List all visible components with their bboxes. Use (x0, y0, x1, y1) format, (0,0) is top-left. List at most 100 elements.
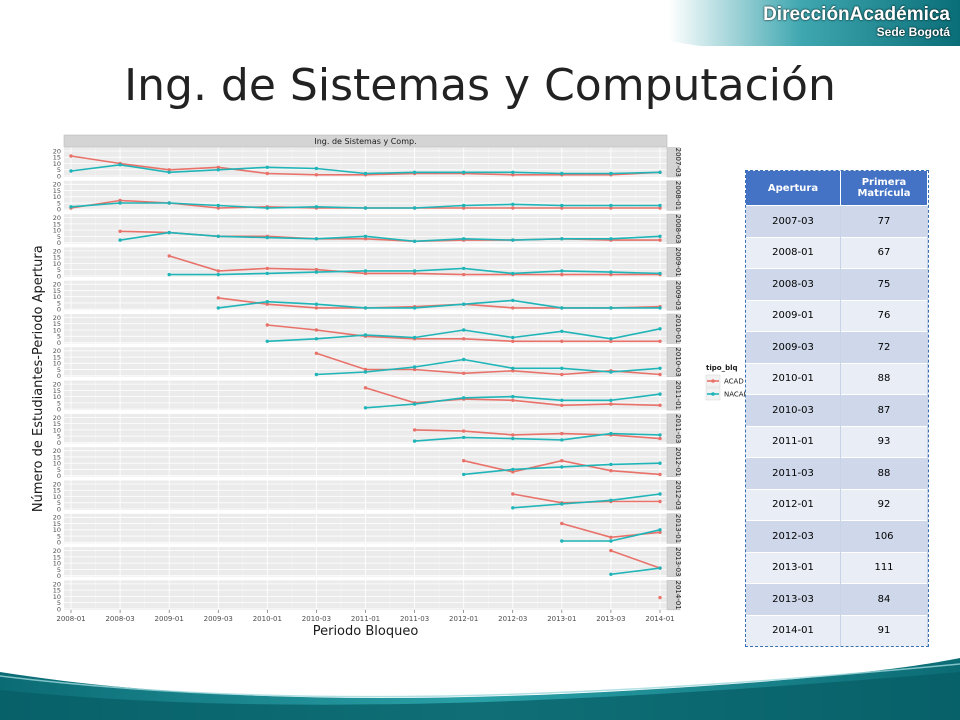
data-point-nacad (462, 302, 466, 306)
y-tick-label: 5 (57, 466, 61, 474)
y-tick-label: 20 (53, 147, 61, 155)
data-point-acad (167, 168, 171, 172)
data-point-acad (265, 171, 269, 176)
y-tick-label: 5 (57, 566, 61, 574)
facet-strip (666, 546, 681, 577)
data-point-acad (462, 371, 466, 375)
data-point-nacad (167, 170, 171, 174)
facet-strip-label: 2007-03 (674, 148, 682, 177)
x-tick-label: 2012-03 (498, 615, 527, 623)
data-point-acad (511, 398, 515, 402)
data-point-nacad (609, 237, 613, 241)
col-header-apertura: Apertura (746, 171, 841, 206)
y-tick-label: 10 (53, 460, 61, 468)
x-tick-label: 2009-03 (204, 615, 233, 623)
data-point-acad (265, 302, 269, 306)
table-row: 2009-01 76 (746, 299, 928, 332)
data-point-nacad (511, 467, 515, 472)
data-point-nacad (265, 206, 269, 210)
cell-apertura: 2011-03 (746, 457, 841, 489)
data-point-nacad (412, 269, 417, 273)
table-row: 2014-01 91 (746, 614, 928, 646)
data-point-nacad (462, 203, 466, 208)
data-point-nacad (118, 238, 122, 242)
facet-strip-label: 2011-01 (674, 381, 682, 410)
y-tick-label: 0 (57, 406, 61, 414)
y-tick-label: 0 (57, 572, 61, 580)
y-tick-label: 5 (57, 333, 61, 341)
series-line-nacad (316, 358, 661, 376)
y-tick-label: 10 (53, 426, 61, 434)
y-tick-label: 10 (53, 560, 61, 568)
data-point-acad (658, 472, 662, 477)
data-point-acad (560, 339, 564, 343)
data-point-nacad (363, 306, 368, 310)
data-point-nacad (216, 306, 220, 310)
y-tick-label: 15 (53, 353, 61, 361)
data-point-nacad (658, 566, 662, 570)
y-tick-label: 0 (57, 439, 61, 447)
y-tick-label: 0 (57, 272, 61, 280)
y-tick-label: 15 (53, 287, 61, 295)
data-point-nacad (658, 366, 662, 370)
data-point-nacad (412, 402, 417, 406)
data-point-nacad (560, 269, 564, 273)
data-point-nacad (167, 201, 171, 205)
data-point-nacad (560, 203, 564, 208)
y-tick-label: 0 (57, 605, 61, 613)
facet-strip-label: 2010-03 (674, 347, 682, 376)
y-tick-label: 5 (57, 299, 61, 307)
facet-strip-label: 2013-01 (674, 514, 682, 543)
table-row: 2009-03 72 (746, 331, 928, 363)
data-point-acad (560, 521, 564, 526)
data-point-acad (462, 459, 466, 463)
cell-primera-matricula: 84 (840, 583, 928, 615)
y-tick-label: 15 (53, 520, 61, 528)
cell-primera-matricula: 75 (840, 268, 928, 300)
data-point-nacad (609, 462, 613, 467)
table-row: 2010-01 88 (746, 362, 928, 395)
data-point-nacad (265, 235, 269, 240)
facet-strip (666, 313, 681, 344)
data-point-acad (560, 459, 564, 463)
data-point-acad (609, 548, 613, 553)
cell-apertura: 2013-01 (746, 551, 841, 584)
data-point-acad (609, 469, 613, 473)
col-header-primera-matricula: Primera Matrícula (840, 171, 928, 206)
cell-apertura: 2008-01 (746, 236, 841, 269)
data-point-nacad (658, 306, 662, 310)
data-point-acad (511, 433, 515, 437)
data-point-nacad (265, 271, 269, 276)
facet-title-strip (63, 134, 668, 148)
data-point-nacad (658, 203, 662, 208)
data-point-nacad (609, 398, 613, 402)
y-tick-label: 20 (53, 514, 61, 522)
x-tick-label: 2012-01 (449, 615, 478, 623)
data-point-acad (560, 206, 564, 210)
data-point-nacad (216, 272, 220, 277)
table-row: 2011-01 93 (746, 425, 928, 458)
data-point-nacad (511, 202, 515, 206)
data-point-acad (314, 351, 319, 355)
series-line-nacad (414, 432, 661, 442)
cell-apertura: 2014-01 (746, 614, 841, 646)
y-tick-label: 15 (53, 220, 61, 228)
cell-apertura: 2010-01 (746, 362, 841, 395)
y-tick-label: 20 (53, 480, 61, 488)
y-tick-label: 15 (53, 187, 61, 195)
data-point-acad (560, 431, 564, 436)
cell-primera-matricula: 87 (840, 394, 928, 426)
data-point-acad (363, 386, 368, 390)
cell-apertura: 2012-03 (746, 520, 841, 552)
x-axis-label: Periodo Bloqueo (313, 624, 419, 639)
data-point-acad (560, 372, 564, 377)
data-point-nacad (658, 528, 662, 532)
data-point-nacad (462, 357, 466, 362)
data-point-acad (314, 328, 319, 332)
opening-enrollment-table: Apertura Primera Matrícula 2007-03 77 2008… (745, 170, 929, 647)
table-row: 2008-01 67 (746, 236, 928, 269)
y-tick-label: 20 (53, 181, 61, 189)
y-tick-label: 10 (53, 326, 61, 334)
facet-strip (666, 147, 681, 178)
y-tick-label: 0 (57, 206, 61, 214)
